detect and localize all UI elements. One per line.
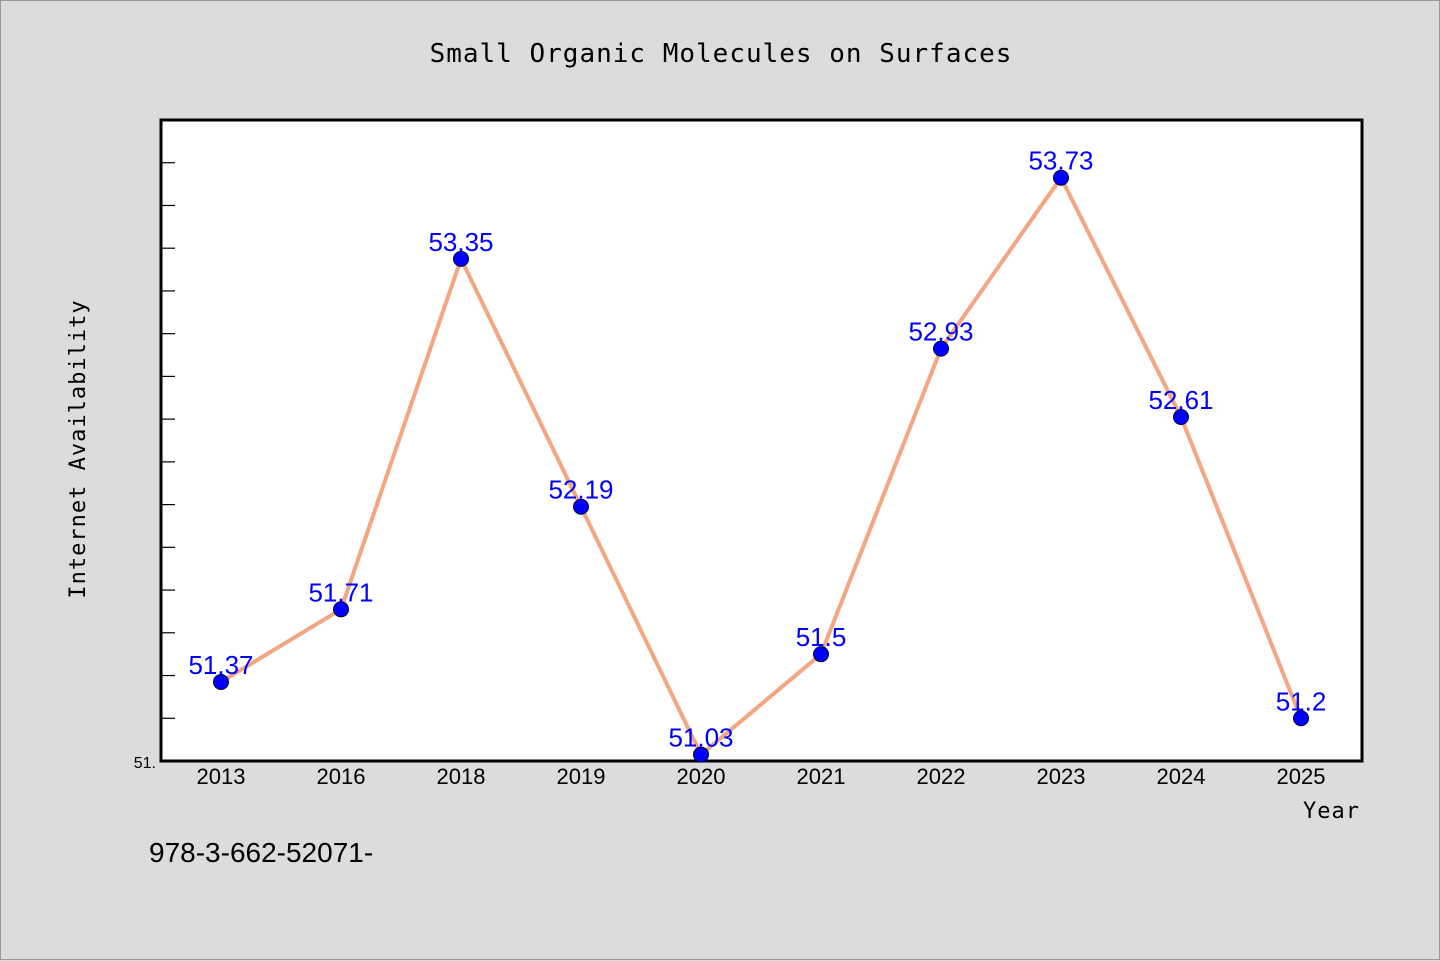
x-tick-label: 2022 [917,764,966,789]
data-point-marker [573,498,589,515]
chart-title: Small Organic Molecules on Surfaces [430,39,1013,69]
data-point-marker [1173,408,1189,425]
series-marker-layer [213,169,1309,763]
data-label-layer: 51.37 51.71 53.35 52.19 51.03 51.5 52.93 53.73 5… [188,146,1326,753]
data-point-marker [453,250,469,267]
series-line-layer [219,175,1303,757]
data-label: 51.37 [188,650,253,680]
x-tick-label: 2018 [437,764,486,789]
data-label: 51.2 [1276,686,1327,716]
x-tick-label: 2019 [557,764,606,789]
data-label: 53.35 [428,227,493,257]
data-point-marker [1293,710,1309,727]
data-point-marker [213,673,229,690]
plot-area [159,118,1364,763]
x-tick-label: 2023 [1037,764,1086,789]
y-axis-label: Internet Availability [66,299,91,598]
data-point-marker [333,601,349,618]
data-point-marker [693,746,709,763]
x-tick-label: 2021 [797,764,846,789]
y-axis-ticks [161,119,175,719]
x-tick-label: 2025 [1277,764,1326,789]
data-point-marker [813,646,829,663]
x-tick-label: 2016 [317,764,366,789]
x-tick-label: 2013 [197,764,246,789]
data-point-marker [1053,169,1069,186]
data-label: 52.93 [908,317,973,347]
data-label: 51.03 [668,723,733,753]
data-label: 53.73 [1028,146,1093,176]
x-axis-label: Year [1303,799,1360,824]
data-label: 52.19 [548,475,613,505]
data-point-marker [933,340,949,357]
series-line [219,175,1303,757]
x-axis-ticks: 2013 2016 2018 2019 2020 2021 2022 2023 2024 2025 [197,764,1326,789]
y-tick-label: 51. [134,755,156,772]
x-tick-label: 2020 [677,764,726,789]
data-label: 51.71 [308,577,373,607]
x-tick-label: 2024 [1157,764,1206,789]
data-label: 51.5 [796,622,847,652]
footer-text: 978-3-662-52071- [149,837,373,868]
data-label: 52.61 [1148,385,1213,415]
